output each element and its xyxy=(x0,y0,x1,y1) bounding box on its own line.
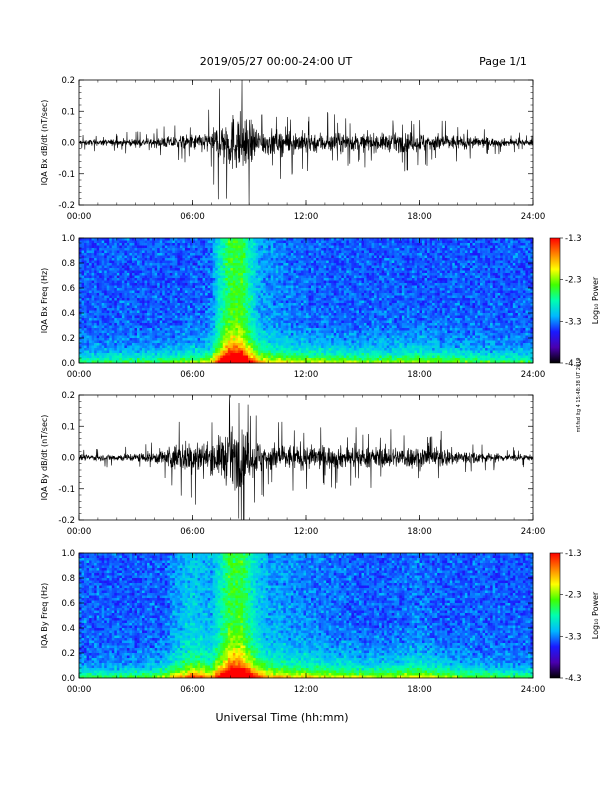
panel-3-xtick-label: 12:00 xyxy=(294,527,319,537)
panel-1-ytick-label: 0.2 xyxy=(61,76,75,86)
panel-4-ylabel: IQA By Freq (Hz) xyxy=(40,583,49,649)
panel-1-ytick-label: -0.2 xyxy=(58,201,75,211)
panel-3-trace-group xyxy=(79,395,533,520)
panel-2-xtick-label: 18:00 xyxy=(407,370,432,380)
panel-3-xtick-label: 18:00 xyxy=(407,527,432,537)
panel-2-xtick-label: 24:00 xyxy=(521,370,546,380)
header-page: Page 1/1 xyxy=(479,55,527,68)
panel-4-colorbar-title: Log₁₀ Power xyxy=(591,591,600,639)
panel-2-xtick-label: 06:00 xyxy=(180,370,205,380)
panel-1-trace-group xyxy=(79,80,533,205)
panel-3-xtick-label: 24:00 xyxy=(521,527,546,537)
panel-2-ytick-label: 0.2 xyxy=(61,334,75,344)
side-note: mf.fsd ltg 4 15:48:38 UT 2019 xyxy=(576,358,582,433)
panel-4-colorbar-label: -4.3 xyxy=(565,674,582,684)
panel-1-xtick-label: 18:00 xyxy=(407,212,432,222)
panel-4-xtick-label: 06:00 xyxy=(180,685,205,695)
panel-1-xtick-label: 00:00 xyxy=(67,212,92,222)
panel-1-xtick-label: 12:00 xyxy=(294,212,319,222)
panel-4-ytick-label: 0.6 xyxy=(61,599,75,609)
panel-4-colorbar xyxy=(550,553,560,678)
panel-4-xtick-label: 18:00 xyxy=(407,685,432,695)
panel-2-heatmap-cells xyxy=(79,238,533,363)
panel-4-xtick-label: 12:00 xyxy=(294,685,319,695)
panel-4-xtick-label: 00:00 xyxy=(67,685,92,695)
panel-3-ytick-label: -0.2 xyxy=(58,516,75,526)
panel-3-ytick-label: 0.2 xyxy=(61,391,75,401)
panel-4-ytick-label: 0.0 xyxy=(61,674,75,684)
panel-2-colorbar-label: -1.3 xyxy=(565,234,582,244)
panel-3-ytick-label: -0.1 xyxy=(58,485,75,495)
panel-4-colorbar-label: -3.3 xyxy=(565,632,582,642)
panel-2-ytick-label: 0.0 xyxy=(61,359,75,369)
panel-3-xtick-label: 00:00 xyxy=(67,527,92,537)
panel-3-xtick-label: 06:00 xyxy=(180,527,205,537)
header-date-range: 2019/05/27 00:00-24:00 UT xyxy=(200,55,353,68)
panel-1-ytick-label: 0.0 xyxy=(61,139,75,149)
panel-1-ytick-label: -0.1 xyxy=(58,170,75,180)
figure: 00:00 06:00 12:00 18:00 24:00 0.2 0.1 0.0 -0.1 -0… xyxy=(0,0,612,792)
panel-1-ytick-label: 0.1 xyxy=(61,107,75,117)
panel-2-colorbar-label: -3.3 xyxy=(565,317,582,327)
panel-2-ytick-label: 0.4 xyxy=(61,309,75,319)
panel-4-ytick-label: 1.0 xyxy=(61,549,75,559)
spectrogram-page: 00:00 06:00 12:00 18:00 24:00 0.2 0.1 0.0 -0.1 -0… xyxy=(0,0,612,792)
panel-4-xtick-label: 24:00 xyxy=(521,685,546,695)
panel-2-xtick-label: 12:00 xyxy=(294,370,319,380)
panel-4-colorbar-label: -1.3 xyxy=(565,549,582,559)
panel-3-ytick-label: 0.1 xyxy=(61,422,75,432)
panel-2-colorbar-label: -2.3 xyxy=(565,276,582,286)
panel-3-ylabel: IQA By dB/dt (nT/sec) xyxy=(40,415,49,501)
panel-2-ytick-label: 1.0 xyxy=(61,234,75,244)
panel-3-ytick-label: 0.0 xyxy=(61,454,75,464)
panel-4-ytick-label: 0.8 xyxy=(61,574,75,584)
panel-1-xtick-label: 06:00 xyxy=(180,212,205,222)
panel-2-xtick-label: 00:00 xyxy=(67,370,92,380)
panel-2-ytick-label: 0.6 xyxy=(61,284,75,294)
panel-2-ylabel: IQA Bx Freq (Hz) xyxy=(40,268,49,334)
panel-4-ytick-label: 0.4 xyxy=(61,624,75,634)
panel-2-ytick-label: 0.8 xyxy=(61,259,75,269)
panel-1-xtick-label: 24:00 xyxy=(521,212,546,222)
panel-4-ytick-label: 0.2 xyxy=(61,649,75,659)
panel-4-heatmap-cells xyxy=(79,553,533,678)
x-axis-title: Universal Time (hh:mm) xyxy=(216,711,349,724)
panel-1-trace xyxy=(79,80,533,205)
panel-1-ylabel: IQA Bx dB/dt (nT/sec) xyxy=(40,100,49,186)
panel-2-colorbar xyxy=(550,238,560,363)
panel-3-trace xyxy=(79,395,533,520)
panel-2-colorbar-title: Log₁₀ Power xyxy=(591,276,600,324)
panel-4-colorbar-label: -2.3 xyxy=(565,591,582,601)
